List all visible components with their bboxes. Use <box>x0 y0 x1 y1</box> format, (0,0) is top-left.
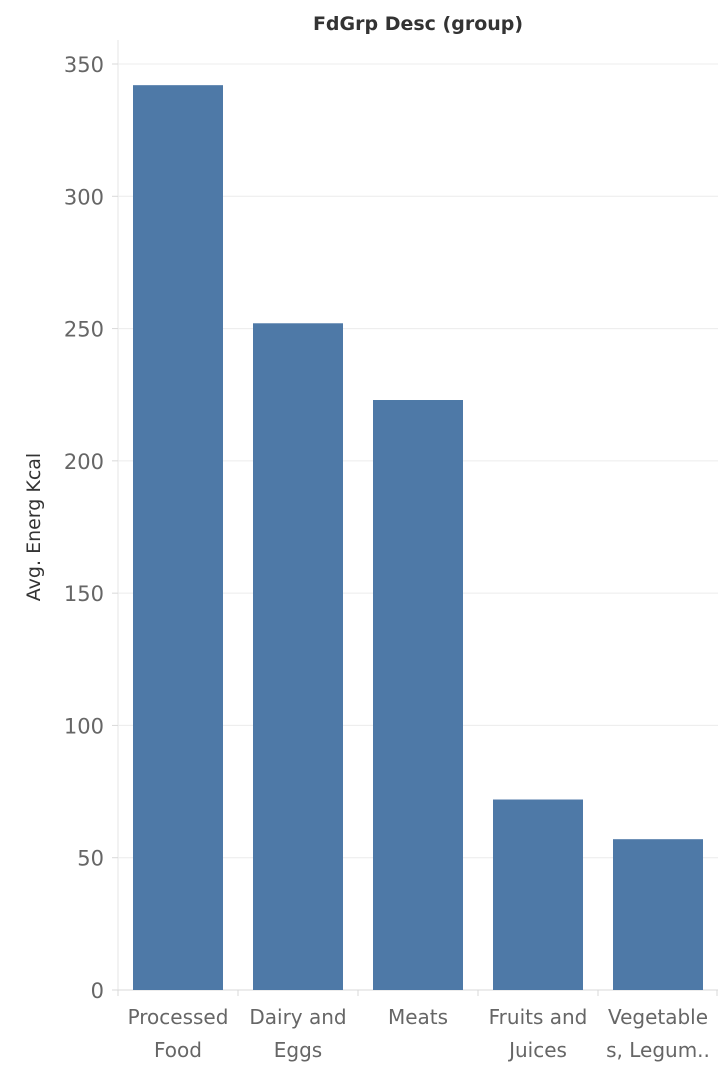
bars <box>133 85 703 990</box>
x-tick-label: Fruits and Juices <box>489 1005 588 1062</box>
y-tick-label: 200 <box>64 450 104 474</box>
y-tick-label: 0 <box>91 979 104 1003</box>
bar[interactable] <box>493 799 583 990</box>
y-axis-ticks: 0 50 100 150 200 250 300 350 <box>64 53 118 1003</box>
bar[interactable] <box>253 323 343 990</box>
bar[interactable] <box>133 85 223 990</box>
y-tick-label: 50 <box>77 847 104 871</box>
y-tick-label: 100 <box>64 714 104 738</box>
bar[interactable] <box>613 839 703 990</box>
chart-title: FdGrp Desc (group) <box>313 13 523 35</box>
y-axis-title: Avg. Energ Kcal <box>23 453 45 601</box>
y-tick-label: 350 <box>64 53 104 77</box>
x-axis-categories: Processed Food Dairy and Eggs Meats Fruits an… <box>117 990 718 1062</box>
y-tick-label: 250 <box>64 318 104 342</box>
x-tick-label: Dairy and Eggs <box>249 1005 346 1062</box>
x-tick-label: Processed Food <box>128 1005 229 1062</box>
bar[interactable] <box>373 400 463 990</box>
y-tick-label: 150 <box>64 582 104 606</box>
y-tick-label: 300 <box>64 185 104 209</box>
x-tick-label: Vegetable s, Legum.. <box>606 1005 710 1062</box>
x-tick-label: Meats <box>388 1005 448 1029</box>
